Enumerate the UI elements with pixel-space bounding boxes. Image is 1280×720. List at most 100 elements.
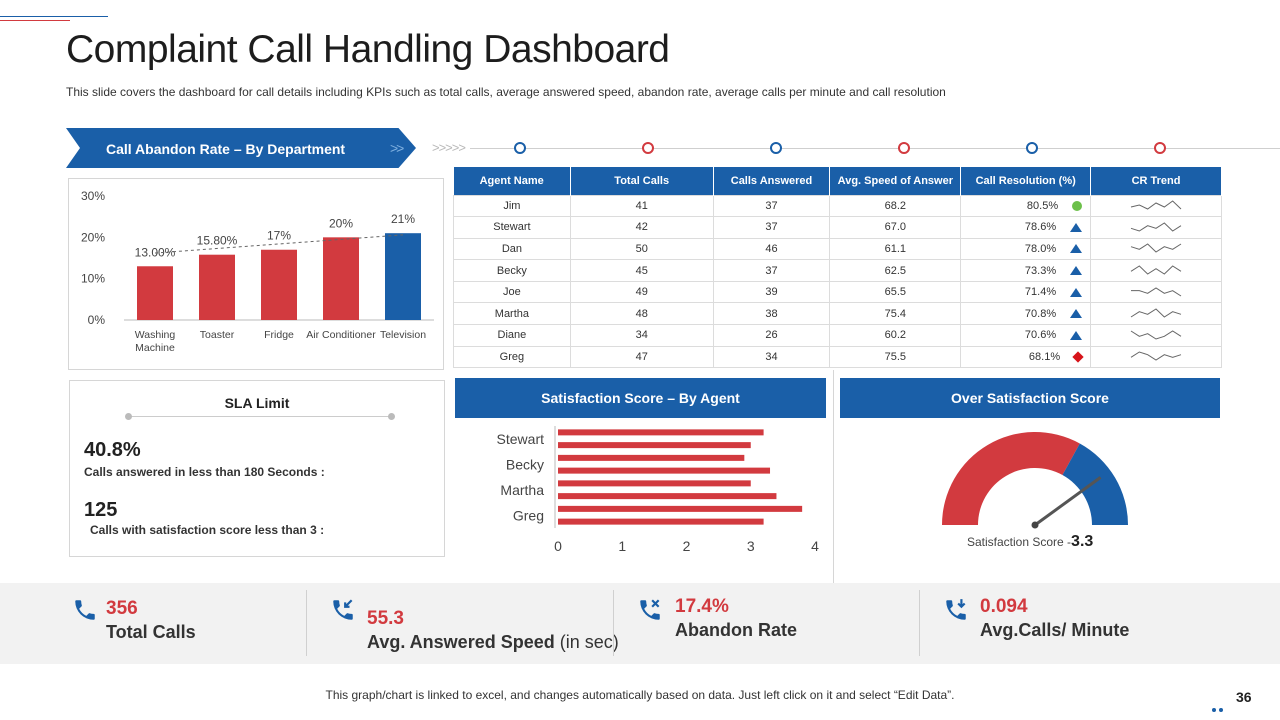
bar-data-label: 13.00% — [135, 245, 176, 259]
sla-label-answered: Calls answered in less than 180 Seconds … — [84, 465, 325, 479]
resolution-wrap: 70.6% — [1024, 329, 1083, 342]
resolution-value: 70.6% — [1024, 329, 1057, 342]
resolution-wrap: 78.0% — [1025, 243, 1083, 255]
col-header: Agent Name — [453, 167, 571, 195]
gauge-value: 3.3 — [1071, 533, 1094, 550]
section-banner — [66, 128, 416, 168]
bar — [558, 480, 751, 487]
table-cell: 39 — [712, 280, 831, 304]
sla-value-low-score: 125 — [84, 499, 118, 521]
x-tick-label: Machine — [135, 342, 175, 354]
status-triangle-icon — [1070, 330, 1083, 340]
timeline-dot — [1154, 142, 1166, 154]
table-cell: 34 — [569, 324, 714, 347]
table-cell: 68.2 — [829, 194, 962, 218]
sla-divider-dot — [388, 413, 395, 420]
bar — [385, 233, 421, 320]
kpi-label-answered-speed-text: Avg. Answered Speed — [367, 632, 555, 652]
table-cell: 37 — [712, 259, 831, 282]
bar-data-label: 20% — [329, 216, 353, 230]
table-cell: 34 — [712, 345, 831, 369]
resolution-wrap: 71.4% — [1025, 286, 1083, 298]
table-cell: 37 — [712, 216, 831, 239]
chevron-icon: >> — [390, 140, 404, 156]
table-cell-trend — [1090, 324, 1222, 347]
x-tick-label: Fridge — [264, 329, 294, 341]
table-cell-resolution: 70.8% — [960, 302, 1092, 326]
table-row: Martha 48 38 75.4 70.8% — [453, 302, 1222, 326]
y-tick-label: Greg — [513, 507, 544, 523]
kpi-label-total-calls: Total Calls — [106, 622, 196, 642]
y-tick-label: 0% — [88, 313, 106, 327]
col-header: CR Trend — [1090, 167, 1222, 195]
kpi-value-answered-speed: 55.3 — [367, 608, 404, 629]
table-cell: 46 — [712, 237, 831, 261]
page-subtitle: This slide covers the dashboard for call… — [66, 85, 946, 99]
status-triangle-icon — [1070, 287, 1083, 297]
bar-data-label: 15.80% — [197, 234, 238, 248]
sparkline — [1130, 351, 1182, 362]
sparkline-path — [1130, 243, 1182, 254]
table-row: Stewart 42 37 67.0 78.6% — [453, 216, 1222, 239]
table-cell: Greg — [453, 345, 571, 369]
kpi-value-total-calls: 356 — [106, 598, 138, 619]
table-cell: Joe — [453, 280, 571, 304]
table-cell: 37 — [712, 194, 831, 218]
table-cell: 42 — [569, 216, 714, 239]
y-tick-label: Becky — [506, 456, 544, 472]
col-header: Call Resolution (%) — [960, 167, 1092, 195]
y-tick-label: 30% — [81, 189, 105, 203]
sla-limit-card: SLA Limit 40.8% Calls answered in less t… — [69, 380, 445, 557]
table-cell: Stewart — [453, 216, 571, 239]
table-cell: 48 — [569, 302, 714, 326]
resolution-wrap: 70.8% — [1024, 307, 1083, 320]
sparkline — [1130, 265, 1182, 275]
table-cell-resolution: 68.1% — [960, 345, 1092, 369]
bar — [137, 266, 173, 320]
table-cell: 45 — [569, 259, 714, 282]
timeline-dot — [1026, 142, 1038, 154]
satisfaction-gauge — [942, 432, 1128, 529]
page-number: 36 — [1236, 689, 1252, 705]
table-cell-trend — [1090, 259, 1222, 282]
bar — [261, 249, 297, 320]
table-cell: 49 — [569, 280, 714, 304]
resolution-value: 80.5% — [1026, 199, 1059, 212]
bar — [558, 429, 764, 436]
kpi-label-answered-speed: Avg. Answered Speed (in sec) — [367, 632, 619, 653]
sla-value-answered: 40.8% — [84, 439, 141, 461]
sla-title: SLA Limit — [224, 395, 290, 411]
kpi-strip — [0, 583, 1280, 664]
kpi-value-calls-per-minute: 0.094 — [980, 596, 1028, 617]
resolution-wrap: 78.6% — [1025, 221, 1083, 233]
kpi-label-answered-speed-unit: (in sec) — [554, 632, 619, 652]
status-triangle-icon — [1070, 222, 1083, 232]
sparkline-path — [1130, 351, 1182, 362]
sparkline-path — [1130, 330, 1182, 340]
gauge-segment-blue — [1062, 443, 1128, 525]
bar — [558, 493, 777, 500]
top-accent-red — [0, 20, 70, 21]
x-tick-label: 4 — [811, 538, 819, 554]
kpi-label-calls-per-minute: Avg.Calls/ Minute — [980, 620, 1130, 640]
timeline-dot — [770, 142, 782, 154]
bar — [558, 454, 745, 461]
table-cell-resolution: 78.6% — [960, 216, 1092, 239]
sparkline — [1130, 308, 1182, 318]
y-tick-label: 10% — [81, 272, 105, 286]
top-accent-blue — [0, 16, 108, 17]
over-satisfaction-header: Over Satisfaction Score — [840, 378, 1220, 418]
table-cell: 60.2 — [829, 324, 962, 347]
resolution-value: 70.8% — [1024, 307, 1057, 320]
table-cell: 75.4 — [829, 302, 962, 326]
table-cell: Diane — [453, 324, 571, 347]
kpi-divider — [613, 590, 614, 656]
table-cell-resolution: 80.5% — [960, 194, 1092, 218]
col-header: Calls Answered — [713, 167, 831, 195]
status-diamond-icon — [1072, 351, 1084, 363]
bar — [323, 237, 359, 320]
table-cell-trend — [1090, 345, 1222, 369]
timeline-dot — [642, 142, 654, 154]
table-cell: 41 — [569, 194, 714, 218]
